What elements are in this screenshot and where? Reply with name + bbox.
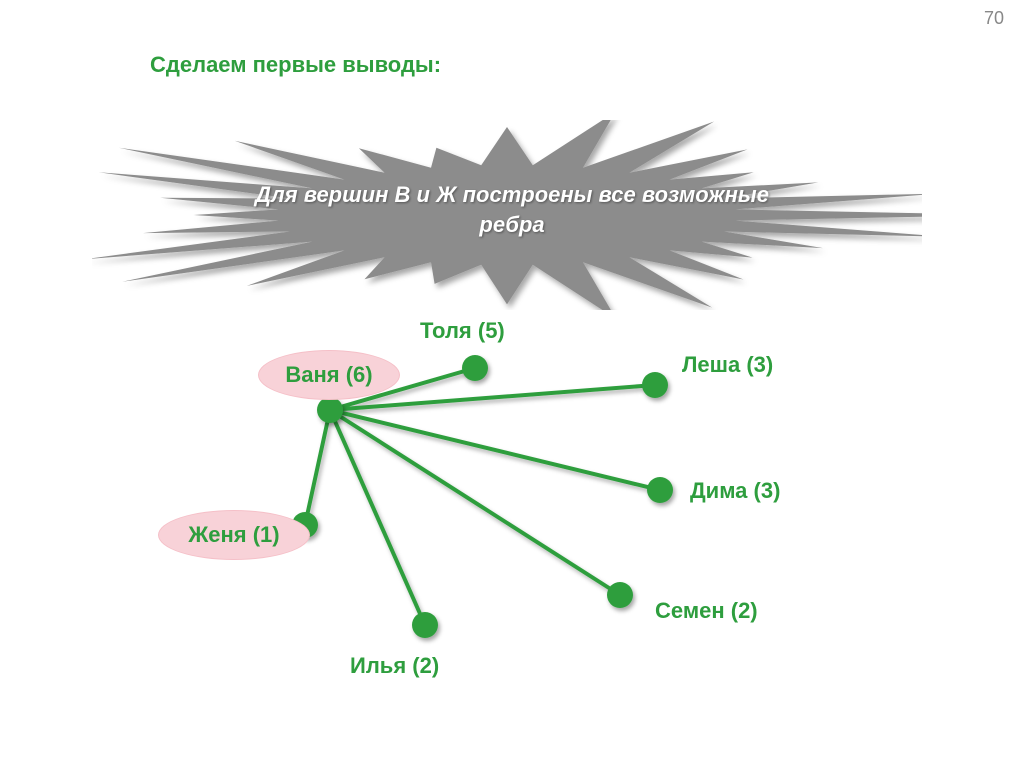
node-label-ilya: Илья (2) [350, 653, 439, 679]
node-label-tolya: Толя (5) [420, 318, 505, 344]
node-vanya [317, 397, 343, 423]
node-ilya [412, 612, 438, 638]
highlight-pill-zhenya: Женя (1) [158, 510, 310, 560]
graph-diagram [0, 0, 1024, 767]
edge-vanya-semen [330, 410, 620, 595]
node-lesha [642, 372, 668, 398]
edge-vanya-zhenya [305, 410, 330, 525]
node-semen [607, 582, 633, 608]
node-tolya [462, 355, 488, 381]
node-dima [647, 477, 673, 503]
node-label-semen: Семен (2) [655, 598, 758, 624]
node-label-lesha: Леша (3) [682, 352, 773, 378]
node-label-dima: Дима (3) [690, 478, 780, 504]
edge-vanya-dima [330, 410, 660, 490]
highlight-pill-vanya: Ваня (6) [258, 350, 400, 400]
